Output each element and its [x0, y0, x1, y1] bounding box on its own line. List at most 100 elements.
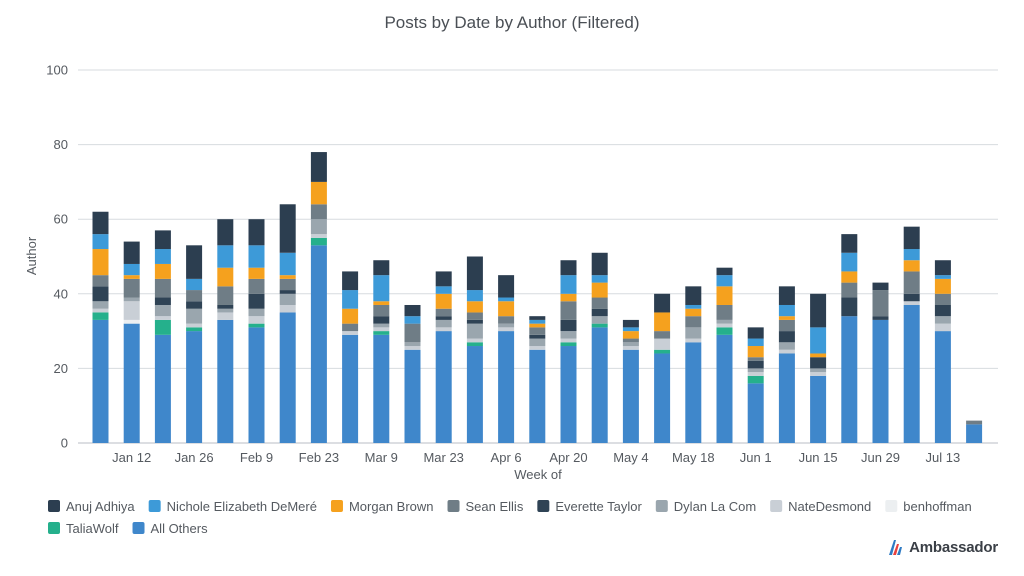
- bar-segment[interactable]: [810, 353, 827, 358]
- bar-segment[interactable]: [498, 297, 515, 302]
- bar-segment[interactable]: [466, 346, 483, 443]
- bar-segment[interactable]: [123, 241, 140, 264]
- bar-segment[interactable]: [123, 263, 140, 276]
- bar-segment[interactable]: [685, 338, 702, 343]
- bar-segment[interactable]: [716, 327, 733, 335]
- bar-segment[interactable]: [716, 319, 733, 324]
- bar-segment[interactable]: [435, 271, 452, 287]
- bar-stack[interactable]: [310, 152, 327, 443]
- bar-segment[interactable]: [123, 278, 140, 298]
- bar-segment[interactable]: [529, 349, 546, 443]
- bar-segment[interactable]: [841, 252, 858, 272]
- bar-segment[interactable]: [529, 334, 546, 339]
- bar-segment[interactable]: [466, 319, 483, 324]
- bar-segment[interactable]: [685, 342, 702, 443]
- bar-segment[interactable]: [872, 290, 889, 317]
- bar-segment[interactable]: [622, 331, 639, 339]
- bar-stack[interactable]: [810, 293, 827, 443]
- bar-segment[interactable]: [622, 319, 639, 328]
- bar-segment[interactable]: [498, 301, 515, 317]
- bar-segment[interactable]: [716, 323, 733, 328]
- bar-segment[interactable]: [404, 316, 421, 324]
- bar-segment[interactable]: [529, 319, 546, 324]
- bar-segment[interactable]: [279, 290, 296, 294]
- bar-segment[interactable]: [92, 301, 109, 309]
- bar-segment[interactable]: [747, 368, 764, 373]
- bar-segment[interactable]: [654, 338, 671, 350]
- bar-segment[interactable]: [654, 312, 671, 332]
- bar-segment[interactable]: [560, 301, 577, 320]
- bar-segment[interactable]: [373, 327, 390, 332]
- legend-item[interactable]: Dylan La Com: [655, 499, 756, 514]
- bar-segment[interactable]: [310, 245, 327, 443]
- bar-segment[interactable]: [560, 293, 577, 302]
- bar-segment[interactable]: [279, 293, 296, 305]
- bar-segment[interactable]: [373, 301, 390, 305]
- bar-segment[interactable]: [560, 338, 577, 343]
- bar-segment[interactable]: [934, 331, 951, 443]
- bar-segment[interactable]: [154, 230, 171, 250]
- bar-segment[interactable]: [248, 278, 265, 294]
- bar-segment[interactable]: [342, 331, 359, 335]
- bar-segment[interactable]: [747, 372, 764, 376]
- bar-segment[interactable]: [560, 331, 577, 339]
- bar-segment[interactable]: [966, 424, 983, 443]
- bar-segment[interactable]: [435, 327, 452, 332]
- bar-segment[interactable]: [466, 323, 483, 339]
- bar-segment[interactable]: [747, 357, 764, 361]
- bar-segment[interactable]: [92, 234, 109, 250]
- bar-segment[interactable]: [92, 211, 109, 235]
- bar-segment[interactable]: [778, 316, 795, 320]
- bar-segment[interactable]: [310, 181, 327, 205]
- bar-segment[interactable]: [186, 327, 203, 332]
- bar-segment[interactable]: [279, 304, 296, 313]
- bar-stack[interactable]: [435, 271, 452, 443]
- bar-segment[interactable]: [92, 275, 109, 287]
- bar-segment[interactable]: [934, 278, 951, 294]
- bar-segment[interactable]: [342, 271, 359, 291]
- bar-stack[interactable]: [591, 252, 608, 443]
- bar-segment[interactable]: [92, 312, 109, 320]
- bar-segment[interactable]: [154, 278, 171, 298]
- bar-stack[interactable]: [123, 241, 140, 443]
- bar-segment[interactable]: [810, 357, 827, 369]
- bar-stack[interactable]: [966, 420, 983, 443]
- bar-stack[interactable]: [778, 286, 795, 443]
- bar-segment[interactable]: [435, 308, 452, 317]
- bar-segment[interactable]: [560, 260, 577, 276]
- bar-segment[interactable]: [778, 304, 795, 317]
- bar-segment[interactable]: [248, 245, 265, 268]
- bar-stack[interactable]: [622, 319, 639, 443]
- bar-segment[interactable]: [934, 260, 951, 276]
- bar-segment[interactable]: [934, 323, 951, 332]
- bar-segment[interactable]: [248, 316, 265, 324]
- bar-segment[interactable]: [248, 267, 265, 279]
- bar-segment[interactable]: [872, 282, 889, 291]
- bar-stack[interactable]: [466, 256, 483, 444]
- bar-segment[interactable]: [716, 267, 733, 276]
- bar-segment[interactable]: [186, 245, 203, 279]
- bar-segment[interactable]: [123, 323, 140, 443]
- bar-segment[interactable]: [373, 304, 390, 317]
- bar-segment[interactable]: [903, 271, 920, 294]
- bar-segment[interactable]: [810, 372, 827, 376]
- bar-segment[interactable]: [529, 316, 546, 320]
- bar-stack[interactable]: [248, 219, 265, 443]
- bar-stack[interactable]: [716, 267, 733, 443]
- bar-segment[interactable]: [186, 331, 203, 443]
- bar-segment[interactable]: [217, 308, 234, 313]
- bar-segment[interactable]: [435, 319, 452, 328]
- legend-item[interactable]: All Others: [132, 521, 209, 536]
- bar-segment[interactable]: [591, 327, 608, 443]
- bar-segment[interactable]: [966, 420, 983, 425]
- bar-segment[interactable]: [186, 308, 203, 324]
- bar-segment[interactable]: [92, 319, 109, 443]
- bar-segment[interactable]: [529, 346, 546, 350]
- bar-segment[interactable]: [622, 349, 639, 443]
- bar-segment[interactable]: [404, 342, 421, 347]
- bar-segment[interactable]: [903, 301, 920, 305]
- bar-segment[interactable]: [404, 323, 421, 343]
- bar-segment[interactable]: [404, 304, 421, 317]
- bar-segment[interactable]: [903, 293, 920, 302]
- bar-segment[interactable]: [716, 275, 733, 287]
